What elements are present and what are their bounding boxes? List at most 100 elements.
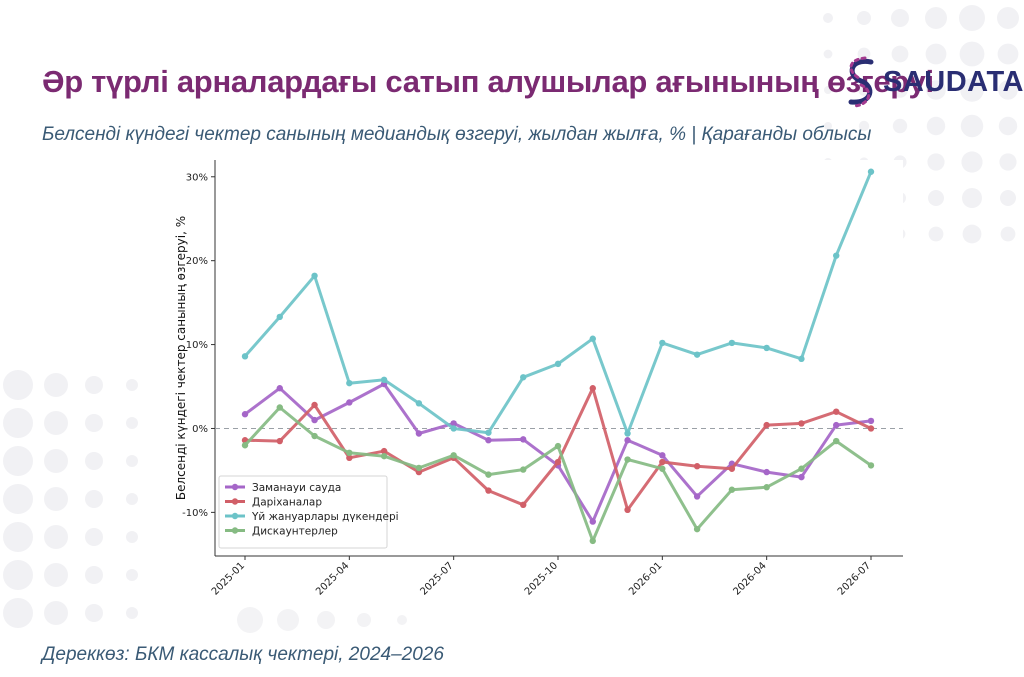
data-point [450,420,457,427]
legend-label: Даріханалар [252,496,322,508]
background-dot [823,13,833,23]
background-dot [85,490,103,508]
data-point [867,417,875,425]
background-dot [891,45,909,63]
legend-label: Үй жануарлары дүкендері [251,511,399,523]
data-point [833,252,840,259]
data-point [798,465,805,472]
background-dot [997,43,1019,65]
data-source: Дереккөз: БКМ кассалық чектері, 2024–202… [42,644,444,665]
data-point [867,425,875,432]
background-dot [3,598,33,628]
background-dot [960,78,984,102]
data-point [659,458,666,466]
background-dot [357,613,371,627]
background-dot [44,373,68,397]
data-point [554,458,562,466]
background-dot [857,11,871,25]
data-point [276,313,283,321]
legend-marker [231,498,239,505]
data-point [554,442,562,450]
data-point [276,385,283,392]
background-dot [824,86,832,94]
page-subtitle: Белсенді күндегі чектер санының медианды… [42,124,872,145]
background-dot [998,116,1018,136]
data-point [624,506,631,514]
background-dot [85,604,103,622]
data-point [833,421,840,429]
data-point [346,449,353,457]
background-dot [960,114,984,138]
data-point [833,437,840,445]
data-point [450,425,457,432]
background-dot [3,560,33,590]
data-point [346,399,353,406]
background-dot [44,449,68,473]
background-dot [126,493,138,505]
background-dot [925,7,947,29]
background-dot [1000,190,1016,206]
background-dot [823,49,833,59]
legend-box [218,475,388,549]
background-dot [959,5,985,31]
series-4 [241,404,875,545]
data-point [624,437,631,444]
background-dot [3,484,33,514]
background-dot [926,116,946,136]
legend-label: Дискаунтерлер [252,525,338,537]
data-point [520,374,527,381]
x-tick-label: 2026-07 [836,560,873,597]
data-point [485,471,492,478]
data-point [346,454,353,462]
background-dot [317,611,335,629]
y-tick-label: 0% [192,424,208,435]
data-point [693,493,701,500]
data-point [728,486,736,493]
background-dot [998,80,1018,100]
data-point [485,487,492,494]
x-tick-label: 2026-01 [627,560,664,597]
page-title: Әр түрлі арналардағы сатып алушылар ағын… [42,64,934,99]
background-dot [997,7,1019,29]
logo-text: SAUDATA [883,65,1024,98]
background-dot [3,522,33,552]
background-dot [892,82,908,98]
x-tick-label: 2025-01 [210,560,247,597]
data-point [659,452,666,459]
data-point [763,421,770,429]
data-point [241,411,249,418]
series-3 [241,168,875,437]
data-point [346,379,353,387]
data-point [415,430,423,437]
data-point [659,339,666,347]
legend-marker [231,527,239,534]
background-dot [928,226,944,242]
y-tick-label: 20% [186,256,208,267]
legend-marker [231,483,239,491]
data-point [276,404,283,411]
data-point [833,408,840,415]
data-point [520,466,527,473]
data-point [728,465,736,472]
data-point [624,430,631,437]
background-dot [85,528,103,546]
background-dot [927,153,945,171]
background-dot [126,379,138,391]
background-dot [44,601,68,625]
data-point [589,385,596,392]
data-point [589,518,596,525]
data-point [380,452,388,460]
data-point [659,465,666,472]
background-dot [962,224,982,244]
data-point [520,436,527,443]
data-point [867,462,875,469]
x-tick-label: 2025-04 [314,560,351,597]
data-point [867,168,875,175]
legend: Заманауи сауда Даріханалар Үй жануарлары д… [218,475,399,549]
background-dot [1000,226,1016,242]
background-dot [277,609,299,631]
data-point [415,464,423,472]
background-dot [237,607,263,633]
